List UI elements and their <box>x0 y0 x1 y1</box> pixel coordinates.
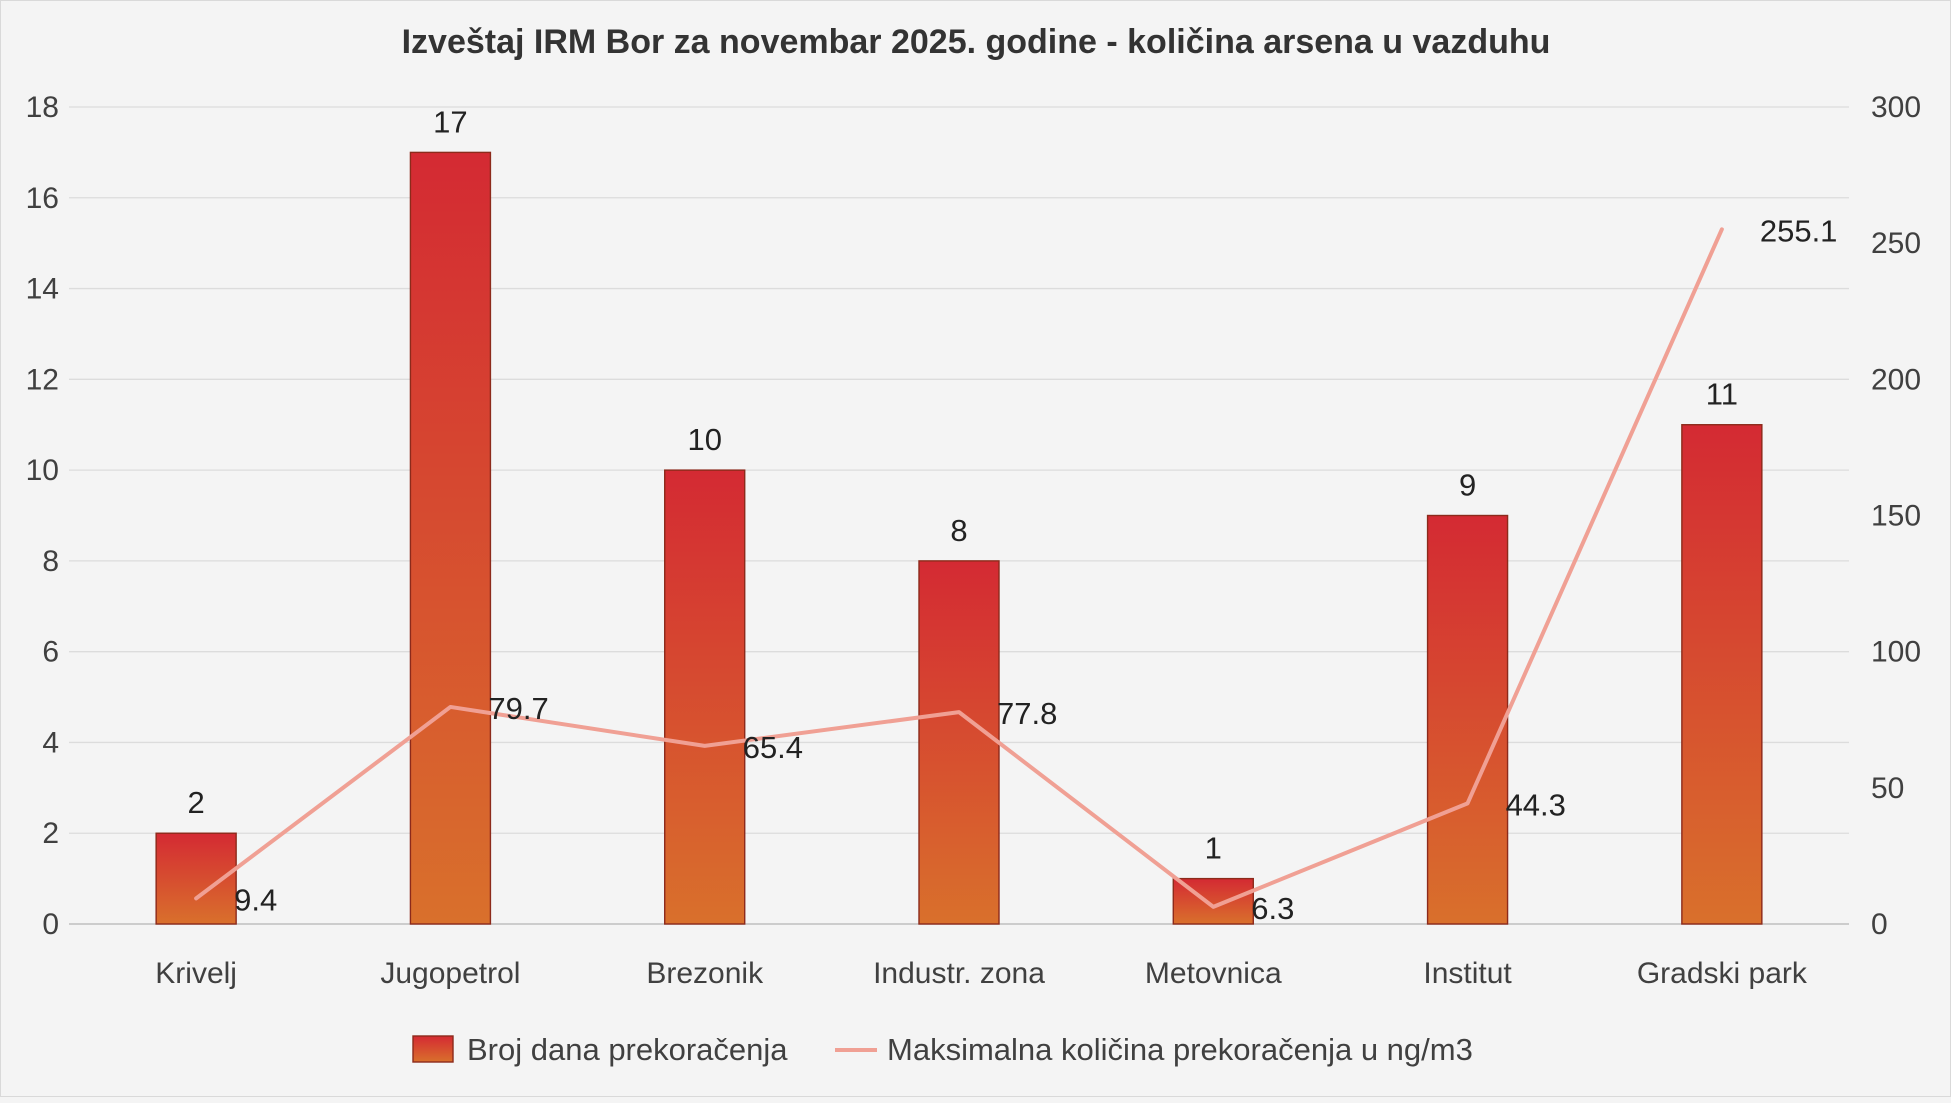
bar-data-label: 11 <box>1706 377 1738 412</box>
x-category-label: Gradski park <box>1637 957 1808 990</box>
y-right-tick-label: 0 <box>1871 908 1888 941</box>
y-right-tick-label: 50 <box>1871 772 1904 805</box>
x-category-label: Metovnica <box>1145 957 1282 990</box>
line-data-label: 255.1 <box>1760 213 1838 248</box>
x-category-label: Jugopetrol <box>380 957 520 990</box>
bar-data-label: 9 <box>1459 468 1476 503</box>
y-right-tick-label: 250 <box>1871 227 1921 260</box>
y-right-tick-label: 200 <box>1871 363 1921 396</box>
bar-gradski-park <box>1682 425 1762 924</box>
bar-institut <box>1428 516 1508 925</box>
x-category-label: Industr. zona <box>873 957 1045 990</box>
y-left-tick-label: 8 <box>42 545 59 578</box>
bar-data-label: 17 <box>433 104 467 139</box>
y-left-tick-label: 2 <box>42 817 59 850</box>
bar-data-label: 10 <box>687 422 721 457</box>
legend-line-label: Maksimalna količina prekoračenja u ng/m3 <box>887 1032 1473 1067</box>
y-left-tick-label: 16 <box>26 182 59 215</box>
bar-data-label: 1 <box>1205 831 1222 866</box>
bar-brezonik <box>665 470 745 924</box>
bar-data-label: 2 <box>188 785 205 820</box>
y-left-tick-label: 6 <box>42 636 59 669</box>
bar-jugopetrol <box>410 152 490 924</box>
x-category-label: Krivelj <box>155 957 237 990</box>
line-data-label: 9.4 <box>234 882 277 917</box>
y-left-tick-label: 10 <box>26 454 59 487</box>
legend: Broj dana prekoračenja Maksimalna količin… <box>413 1032 1473 1067</box>
legend-bar-swatch <box>413 1036 453 1062</box>
line-data-label: 65.4 <box>743 730 803 765</box>
y-right-tick-label: 150 <box>1871 500 1921 533</box>
line-data-label: 6.3 <box>1251 891 1294 926</box>
bar-industr-zona <box>919 561 999 924</box>
bar-data-label: 8 <box>950 513 967 548</box>
y-left-tick-label: 0 <box>42 908 59 941</box>
y-left-tick-label: 12 <box>26 363 59 396</box>
y-right-tick-label: 100 <box>1871 636 1921 669</box>
y-left-tick-label: 4 <box>42 726 59 759</box>
x-category-label: Institut <box>1423 957 1512 990</box>
x-category-label: Brezonik <box>646 957 764 990</box>
y-right-tick-label: 300 <box>1871 91 1921 124</box>
line-data-label: 79.7 <box>488 691 548 726</box>
legend-bar-label: Broj dana prekoračenja <box>467 1032 788 1067</box>
y-left-tick-label: 14 <box>26 273 59 306</box>
chart-title: Izveštaj IRM Bor za novembar 2025. godin… <box>402 23 1551 61</box>
line-data-label: 44.3 <box>1506 787 1566 822</box>
line-data-label: 77.8 <box>997 696 1057 731</box>
y-left-tick-label: 18 <box>26 91 59 124</box>
